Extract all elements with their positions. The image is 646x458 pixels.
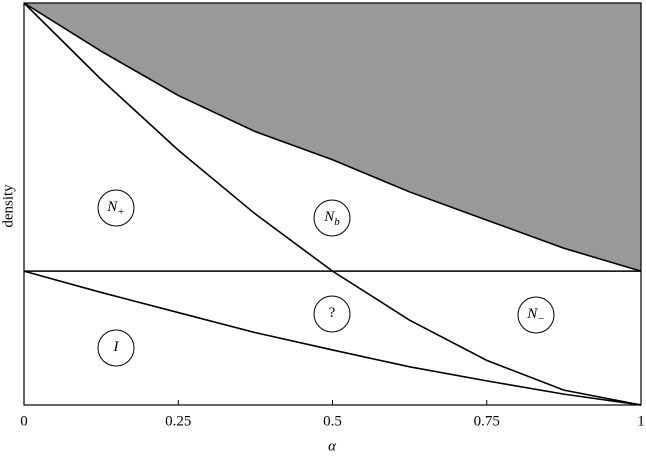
x-tick-label: 0.5 [323,413,342,429]
boundary-curve [23,270,642,406]
region-label: N− [526,306,544,324]
x-tick-label: 1 [637,413,645,429]
region-marker [97,329,135,367]
region-marker [97,189,135,227]
region-label-text: N [106,199,118,215]
region-label-sub: b [334,216,340,228]
x-tick-label: 0 [20,413,28,429]
shaded-region [24,3,641,272]
x-axis-label: α [328,438,337,454]
region-label-sub: − [537,313,544,325]
region-label: Nb [323,209,340,227]
region-label: ? [329,305,336,321]
region-label-text: ? [329,305,336,321]
region-label-sub: + [117,206,124,218]
y-axis-label: density [0,184,16,228]
region-label-text: I [113,339,120,355]
region-label-text: N [526,306,538,322]
boundary-curve [23,2,642,272]
x-tick-label: 0.75 [474,413,500,429]
region-label: N+ [106,199,124,217]
region-label: I [113,339,120,355]
x-tick-label: 0.25 [165,413,191,429]
region-marker [313,295,351,333]
region-label-text: N [323,209,335,225]
region-marker [313,199,351,237]
region-marker [517,296,555,334]
